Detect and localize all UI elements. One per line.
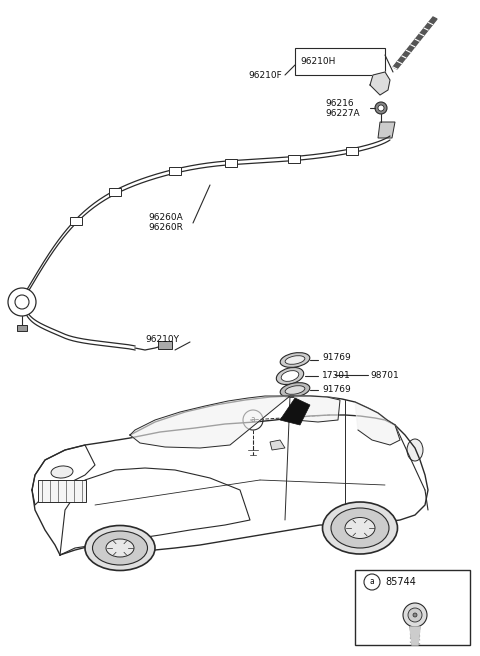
Circle shape (15, 295, 29, 309)
Circle shape (243, 410, 263, 430)
Bar (169, 167, 181, 175)
Ellipse shape (93, 531, 147, 565)
Ellipse shape (323, 502, 397, 554)
Bar (109, 188, 121, 196)
Polygon shape (420, 28, 428, 35)
Text: 96216: 96216 (325, 98, 354, 108)
Ellipse shape (285, 386, 305, 394)
Ellipse shape (407, 439, 423, 461)
Text: 96260A: 96260A (148, 213, 183, 222)
Polygon shape (407, 45, 415, 52)
Polygon shape (410, 627, 420, 645)
Text: 91769: 91769 (322, 386, 351, 394)
Text: 96260R: 96260R (148, 224, 183, 232)
Ellipse shape (331, 508, 389, 548)
Polygon shape (397, 56, 406, 64)
Text: 96210F: 96210F (248, 70, 282, 79)
Text: 96210H: 96210H (300, 56, 336, 66)
Polygon shape (411, 39, 419, 47)
Polygon shape (370, 72, 390, 95)
Bar (288, 155, 300, 163)
Circle shape (408, 608, 422, 622)
Text: 96210Y: 96210Y (145, 335, 179, 344)
Polygon shape (415, 33, 424, 41)
Polygon shape (393, 62, 401, 69)
Polygon shape (280, 398, 310, 425)
Circle shape (378, 105, 384, 111)
Text: 85744: 85744 (385, 577, 416, 587)
Bar (71, 216, 83, 225)
Circle shape (8, 288, 36, 316)
Bar (347, 146, 359, 155)
Polygon shape (130, 396, 290, 448)
Ellipse shape (345, 518, 375, 539)
Bar (158, 341, 172, 349)
Ellipse shape (280, 353, 310, 367)
Circle shape (413, 613, 417, 617)
Text: 17301: 17301 (322, 371, 351, 380)
Text: a: a (370, 577, 374, 586)
Bar (225, 159, 237, 167)
Polygon shape (378, 122, 395, 138)
Polygon shape (429, 17, 437, 24)
Circle shape (403, 603, 427, 627)
Ellipse shape (106, 539, 134, 557)
Ellipse shape (281, 371, 299, 381)
Text: 96227A: 96227A (325, 108, 360, 117)
Ellipse shape (285, 356, 305, 364)
Polygon shape (270, 440, 285, 450)
Ellipse shape (85, 525, 155, 571)
Text: a: a (251, 415, 255, 424)
Polygon shape (402, 51, 410, 58)
Circle shape (375, 102, 387, 114)
Ellipse shape (280, 382, 310, 398)
Bar (38, 480, 86, 502)
Text: 91769: 91769 (322, 354, 351, 363)
Polygon shape (424, 22, 432, 30)
Ellipse shape (51, 466, 73, 478)
Polygon shape (355, 402, 400, 445)
Text: 98701: 98701 (370, 371, 399, 380)
Bar (295, 48, 385, 75)
Circle shape (364, 574, 380, 590)
Polygon shape (295, 396, 340, 422)
Ellipse shape (276, 367, 304, 384)
Bar (17, 325, 27, 331)
Bar (355, 570, 470, 645)
